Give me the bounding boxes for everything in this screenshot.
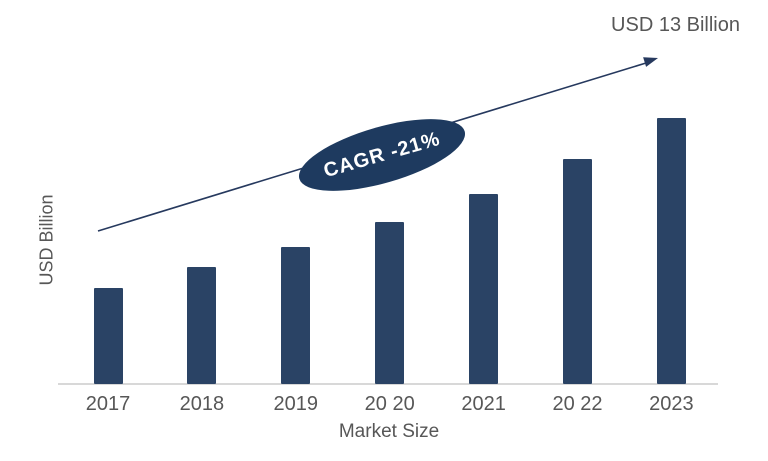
x-tick-2017: 2017 bbox=[85, 393, 131, 415]
x-axis-label: Market Size bbox=[338, 421, 440, 442]
bar-2018 bbox=[187, 267, 217, 384]
cagr-ellipse: CAGR -21% bbox=[291, 104, 473, 206]
bar-2019 bbox=[281, 247, 311, 384]
x-tick-2023: 2023 bbox=[649, 393, 694, 415]
endpoint-value-label: USD 13 Billion bbox=[611, 14, 740, 36]
x-axis-line bbox=[58, 383, 718, 385]
x-tick-2020: 20 20 bbox=[364, 393, 415, 415]
bar-2020 bbox=[375, 222, 405, 384]
bar-2021 bbox=[469, 194, 499, 384]
bar-2017 bbox=[93, 288, 123, 384]
x-tick-2021: 2021 bbox=[461, 393, 506, 415]
bar-2022 bbox=[563, 159, 592, 384]
x-tick-2018: 2018 bbox=[179, 393, 225, 415]
bar-2023 bbox=[656, 118, 686, 384]
cagr-label: CAGR -21% bbox=[321, 127, 443, 182]
y-axis-label: USD Billion bbox=[36, 194, 57, 286]
x-tick-2022: 20 22 bbox=[552, 393, 603, 415]
arrow-head-icon bbox=[643, 57, 658, 67]
x-tick-2019: 2019 bbox=[273, 393, 319, 415]
